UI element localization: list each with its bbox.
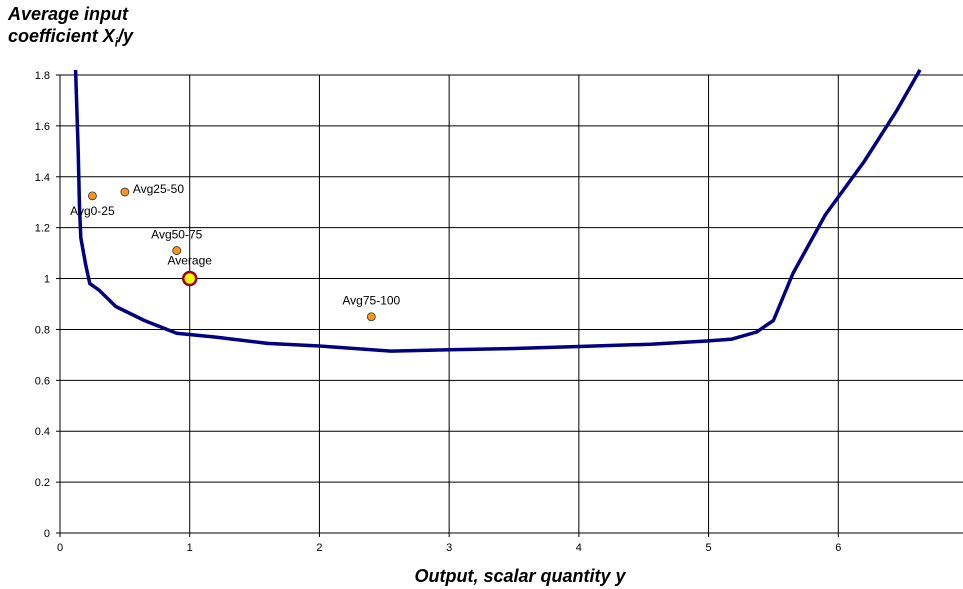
x-tick-label: 0 — [57, 542, 63, 554]
y-tick-label: 1 — [44, 274, 50, 286]
data-point — [366, 312, 376, 322]
y-axis-title-line1: Average input — [8, 4, 129, 24]
y-axis-title-tail: /y — [118, 26, 134, 46]
data-point-label: Average — [167, 254, 212, 268]
x-axis-title: Output, scalar quantity y — [414, 566, 626, 586]
y-tick-label: 0.6 — [35, 375, 50, 387]
x-tick-label: 2 — [316, 542, 322, 554]
y-tick-label: 0.8 — [35, 324, 50, 336]
x-tick-label: 3 — [446, 542, 452, 554]
y-tick-label: 0.4 — [35, 426, 50, 438]
average-point — [181, 270, 198, 287]
y-tick-label: 0 — [44, 528, 50, 540]
x-tick-label: 6 — [835, 542, 841, 554]
y-tick-label: 1.4 — [35, 172, 50, 184]
data-point-label: Avg75-100 — [342, 294, 400, 308]
y-axis-title-main: coefficient X — [8, 26, 115, 46]
data-point — [88, 191, 97, 201]
data-point-label: Avg50-75 — [151, 228, 202, 242]
x-tick-label: 1 — [187, 542, 193, 554]
y-axis-title-subscript: i — [114, 35, 119, 50]
y-tick-label: 0.2 — [35, 477, 50, 489]
data-point — [120, 187, 130, 197]
frontier-curve — [73, 69, 922, 353]
y-tick-label: 1.6 — [35, 121, 50, 133]
y-tick-label: 1.8 — [35, 70, 50, 82]
x-tick-label: 4 — [576, 542, 582, 554]
y-axis-title-line2: coefficient Xi/y — [8, 25, 133, 54]
data-point-label: Avg0-25 — [70, 204, 115, 218]
y-tick-label: 1.2 — [35, 223, 50, 235]
data-point-label: Avg25-50 — [133, 182, 184, 196]
data-point — [172, 246, 182, 255]
x-tick-label: 5 — [706, 542, 712, 554]
y-axis-title: Average input coefficient Xi/y — [8, 3, 133, 54]
